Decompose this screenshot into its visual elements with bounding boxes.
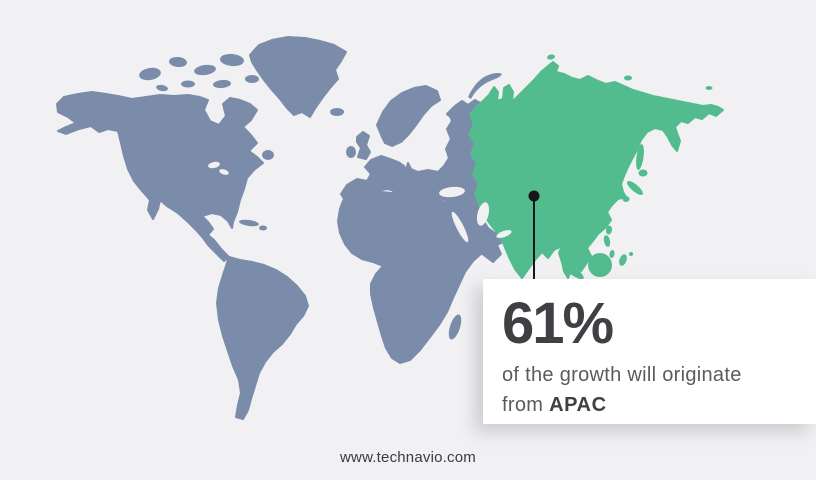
sea-overlays [208, 114, 512, 243]
island-newfoundland [262, 150, 274, 160]
arctic-islands [139, 53, 259, 92]
stat-description-line1: of the growth will originate [502, 364, 742, 386]
island-wrangel [705, 86, 713, 90]
island-sakhalin [636, 144, 644, 170]
region-scandinavia [376, 85, 441, 147]
apac-islands [522, 54, 713, 291]
stat-description-line2-prefix: from [502, 394, 550, 416]
map-region-apac [468, 54, 724, 291]
island-honshu [627, 181, 643, 195]
continent-north-america [56, 91, 264, 262]
island-kyushu [622, 196, 630, 202]
island-philippines-south [609, 250, 615, 258]
island-hispaniola [259, 225, 267, 231]
region-apac-mainland [468, 61, 724, 279]
stat-value: 61% [502, 291, 614, 356]
island-taiwan [605, 225, 613, 235]
sea-red [451, 211, 469, 243]
continent-africa [337, 188, 488, 364]
sea-black [439, 186, 465, 198]
stat-description: of the growth will originate from APAC [502, 360, 806, 420]
sea-persian-gulf [496, 230, 512, 238]
lake-huron-erie [219, 169, 229, 175]
island-sumatra [562, 262, 584, 280]
sea-caspian [476, 202, 490, 226]
map-region-world [56, 36, 522, 420]
island-ireland [346, 146, 356, 158]
island-iceland [330, 108, 344, 116]
island-sulawesi [619, 254, 627, 266]
island-hokkaido [638, 169, 648, 177]
callout-card: 61% of the growth will originate from AP… [483, 279, 816, 424]
island-moluccas [629, 252, 633, 256]
island-borneo [588, 253, 612, 277]
sea-baltic [410, 155, 430, 165]
island-great-britain [356, 131, 371, 160]
region-name: APAC [549, 394, 607, 416]
lake-superior [208, 161, 220, 169]
island-novaya-zemlya [468, 72, 502, 99]
island-cuba [239, 219, 259, 227]
island-greenland [249, 36, 347, 118]
sea-white [439, 114, 451, 124]
apac-marker-dot [528, 190, 540, 202]
island-luzon [603, 235, 611, 247]
island-new-siberian [624, 75, 632, 81]
continent-south-america [216, 256, 309, 420]
island-madagascar [448, 314, 462, 340]
island-severnaya-zemlya [547, 54, 555, 60]
footer-url[interactable]: www.technavio.com [340, 449, 476, 466]
